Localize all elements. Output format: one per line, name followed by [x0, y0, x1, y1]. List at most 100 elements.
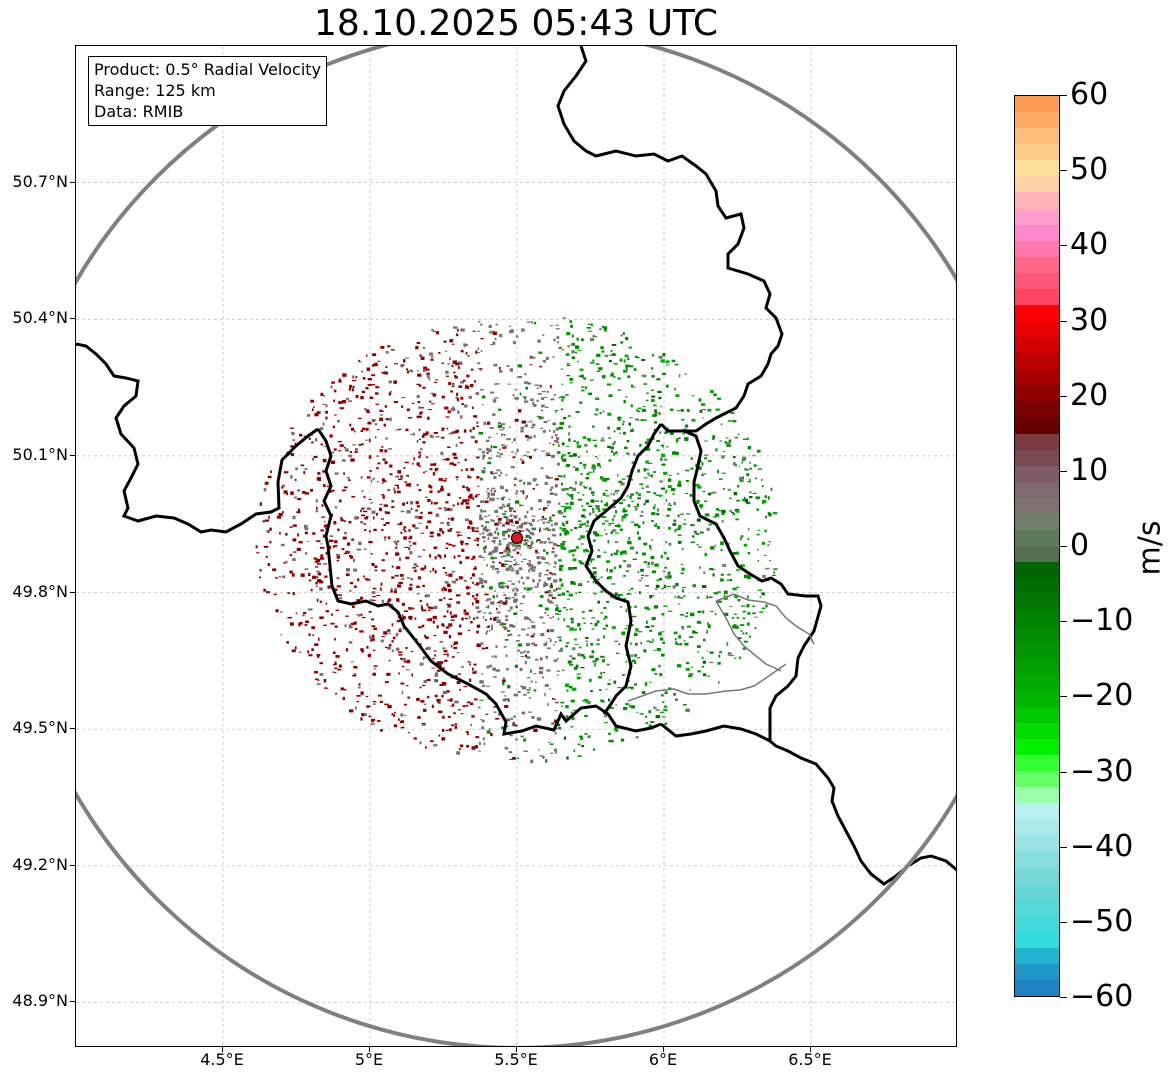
velocity-echo [323, 446, 327, 448]
velocity-echo [397, 584, 402, 588]
velocity-echo [360, 476, 363, 479]
velocity-echo [556, 657, 559, 660]
velocity-echo [539, 666, 544, 670]
velocity-echo [323, 624, 327, 626]
velocity-echo [561, 442, 565, 446]
velocity-echo [342, 373, 347, 377]
velocity-echo [665, 490, 667, 494]
velocity-echo [550, 398, 555, 401]
velocity-echo [405, 669, 410, 671]
velocity-echo [308, 633, 311, 637]
velocity-echo [539, 616, 544, 619]
velocity-echo [590, 499, 595, 503]
velocity-echo [711, 438, 715, 440]
velocity-echo [507, 580, 513, 582]
velocity-echo [601, 325, 605, 328]
velocity-echo [599, 412, 602, 414]
velocity-echo [328, 545, 332, 550]
velocity-echo [659, 480, 663, 483]
velocity-echo [414, 515, 419, 519]
velocity-echo [363, 713, 367, 717]
velocity-echo [448, 433, 452, 435]
velocity-echo [725, 437, 729, 439]
velocity-echo [344, 448, 349, 452]
radar-map[interactable] [75, 45, 957, 1047]
velocity-echo [663, 605, 668, 607]
velocity-echo [602, 410, 605, 413]
velocity-echo [627, 504, 631, 508]
velocity-echo [565, 353, 570, 356]
velocity-echo [562, 527, 567, 530]
velocity-echo [572, 558, 577, 562]
velocity-echo [334, 540, 338, 544]
velocity-echo [510, 556, 514, 558]
velocity-echo [531, 621, 535, 623]
velocity-echo [486, 488, 489, 490]
velocity-echo [618, 643, 621, 646]
velocity-echo [547, 589, 552, 593]
velocity-echo [483, 540, 486, 543]
colorbar-segment [1015, 112, 1059, 130]
velocity-echo [439, 528, 443, 532]
velocity-echo [485, 545, 487, 549]
velocity-echo [418, 576, 421, 580]
velocity-echo [512, 525, 515, 527]
colorbar-tick-mark [1060, 245, 1067, 247]
velocity-echo [465, 586, 469, 590]
velocity-echo [529, 562, 531, 565]
velocity-echo [513, 598, 518, 602]
velocity-echo [686, 513, 691, 515]
velocity-echo [486, 421, 491, 425]
velocity-echo [610, 450, 614, 453]
velocity-echo [594, 413, 598, 416]
velocity-echo [523, 750, 528, 752]
velocity-echo [665, 498, 668, 503]
velocity-echo [624, 552, 627, 555]
velocity-echo [543, 421, 548, 424]
radar-site-marker[interactable] [510, 531, 524, 544]
velocity-echo [685, 615, 688, 618]
velocity-echo [677, 534, 682, 537]
velocity-echo [514, 547, 517, 549]
velocity-echo [440, 451, 444, 455]
velocity-echo [590, 338, 595, 342]
velocity-echo [543, 507, 548, 509]
velocity-echo [609, 569, 613, 573]
velocity-echo [433, 502, 438, 505]
velocity-echo [317, 563, 322, 565]
latitude-tick-label: 50.7°N [12, 171, 68, 191]
velocity-echo [388, 644, 392, 647]
velocity-echo [521, 522, 526, 525]
velocity-echo [325, 410, 328, 414]
velocity-echo [591, 467, 596, 469]
velocity-echo [447, 653, 449, 657]
velocity-echo [761, 479, 763, 481]
velocity-echo [613, 566, 616, 570]
velocity-echo [534, 321, 537, 325]
velocity-echo [409, 369, 414, 373]
velocity-echo [571, 356, 576, 360]
velocity-echo [470, 435, 475, 439]
velocity-echo [453, 555, 456, 559]
velocity-echo [527, 692, 530, 694]
velocity-echo [449, 339, 454, 343]
velocity-echo [596, 620, 600, 624]
velocity-echo [707, 408, 712, 412]
velocity-echo [470, 723, 472, 727]
latitude-tick-label: 49.2°N [12, 854, 68, 874]
velocity-echo [666, 364, 669, 366]
velocity-echo [303, 471, 306, 475]
velocity-echo [420, 605, 423, 609]
velocity-echo [626, 564, 632, 568]
velocity-echo [513, 563, 517, 566]
velocity-echo [559, 564, 564, 568]
velocity-echo [579, 368, 584, 371]
velocity-echo [417, 716, 421, 719]
velocity-echo [384, 371, 388, 373]
velocity-echo [645, 625, 650, 628]
velocity-echo [610, 350, 613, 352]
longitude-tick-mark [516, 1047, 517, 1052]
velocity-echo [333, 521, 337, 525]
velocity-echo [548, 593, 553, 597]
velocity-echo [652, 437, 655, 440]
